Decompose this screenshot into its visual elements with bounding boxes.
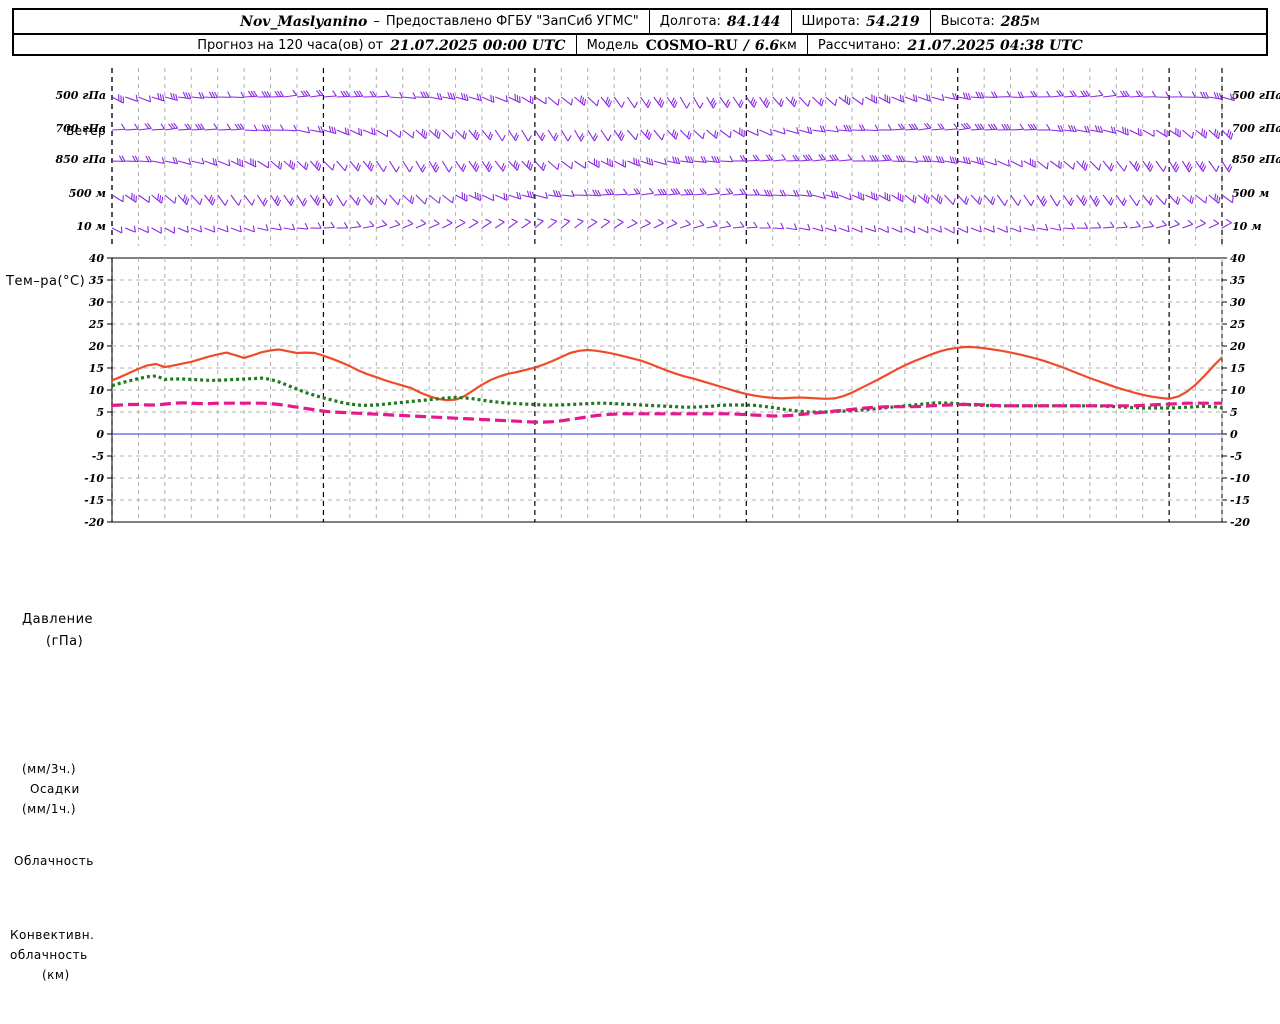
temp-ytick-left: 30 <box>89 296 105 309</box>
time-axis <box>0 500 1280 552</box>
longitude-segment: Долгота: 84.144 <box>650 10 791 33</box>
cloudiness-chart <box>0 832 1280 894</box>
temp-ytick-right: 5 <box>1230 406 1238 419</box>
convective-chart <box>0 900 1280 1024</box>
temp-ytick-right: -15 <box>1230 494 1250 507</box>
temp-ytick-left: 35 <box>89 274 104 287</box>
computed-segment: Рассчитано: 21.07.2025 04:38 UTC <box>808 35 1093 56</box>
temp-ytick-left: -15 <box>84 494 104 507</box>
precipitation-chart <box>0 752 1280 832</box>
convective-panel-title-1: Конвективн. <box>10 928 95 942</box>
longitude-label: Долгота: <box>659 14 721 29</box>
pressure-chart <box>0 552 1280 752</box>
temp-ytick-right: 40 <box>1230 252 1246 265</box>
pressure-panel-title-2: (гПа) <box>46 634 84 649</box>
precip-panel-title-3: (мм/1ч.) <box>22 802 77 816</box>
header-dash: – <box>373 14 380 29</box>
cloudiness-panel-title: Облачность <box>14 854 94 868</box>
temperature-chart: 40 40 35 35 30 30 25 25 20 20 15 15 10 10 5 5 0 0 -5 -5 -10 -… <box>84 252 1250 529</box>
forecast-time: 21.07.2025 00:00 UTC <box>390 37 566 54</box>
wind-level-label-right-3: 500 м <box>1232 187 1270 200</box>
station-name: Nov_Maslyanino <box>240 13 368 30</box>
computed-time: 21.07.2025 04:38 UTC <box>907 37 1083 54</box>
model-separator: / <box>743 37 749 54</box>
model-name: COSMO–RU <box>645 37 738 54</box>
forecast-label: Прогноз на 120 часа(ов) от <box>197 38 384 53</box>
pressure-panel-title-1: Давление <box>22 612 94 627</box>
temp-ytick-left: 15 <box>89 362 104 375</box>
convective-panel-title-3: (км) <box>42 968 70 982</box>
header-divider <box>790 10 792 33</box>
wind-level-label-right-4: 10 м <box>1232 220 1262 233</box>
wind-level-label-left-3: 500 м <box>68 187 106 200</box>
temp-ytick-right: 20 <box>1229 340 1246 353</box>
temp-ytick-left: 0 <box>96 428 104 441</box>
temp-series-T-850---- <box>111 401 1222 424</box>
temp-ytick-right: 10 <box>1230 384 1246 397</box>
wind-panel: Ветер 500 гПа 700 гПа 850 гПа 500 м 10 м 500… <box>0 60 1280 250</box>
header-divider <box>575 35 577 56</box>
wind-level-label-right-0: 500 гПа <box>1232 89 1280 102</box>
latitude-segment: Широта: 54.219 <box>792 10 930 33</box>
wind-level-label-left-4: 10 м <box>76 220 106 233</box>
latitude-label: Широта: <box>801 14 860 29</box>
wind-barb-chart <box>111 68 1236 246</box>
cloudiness-panel: Облачность <box>0 832 1280 894</box>
temperature-panel-title: Тем–ра(°C) <box>6 274 86 289</box>
computed-label: Рассчитано: <box>817 38 901 53</box>
wind-level-label-left-2: 850 гПа <box>55 153 107 166</box>
convective-panel: Конвективн. облачность (км) <box>0 900 1280 1024</box>
model-resolution-unit: км <box>779 38 797 53</box>
temp-series-T-2- <box>111 345 1223 402</box>
header-divider <box>929 10 931 33</box>
temp-ytick-left: 25 <box>88 318 104 331</box>
temp-ytick-right: -10 <box>1230 472 1250 485</box>
forecast-segment: Прогноз на 120 часа(ов) от 21.07.2025 00… <box>187 35 575 56</box>
temp-series-Td-2- <box>111 374 1223 414</box>
temp-ytick-left: 40 <box>89 252 105 265</box>
temp-ytick-left: 5 <box>96 406 104 419</box>
wind-level-label-left-1: 700 гПа <box>55 122 107 135</box>
longitude-value: 84.144 <box>726 13 781 30</box>
temp-ytick-left: -10 <box>84 472 104 485</box>
header-divider <box>806 35 808 56</box>
temp-ytick-left: 20 <box>88 340 105 353</box>
model-segment: Модель COSMO–RU / 6.6 км <box>577 35 807 56</box>
altitude-unit: м <box>1030 14 1040 29</box>
model-label: Модель <box>586 38 639 53</box>
altitude-value: 285 <box>1000 13 1031 30</box>
wind-level-label-right-2: 850 гПа <box>1232 153 1280 166</box>
temp-ytick-right: 35 <box>1230 274 1245 287</box>
temp-ytick-left: 10 <box>89 384 105 397</box>
wind-level-label-left-0: 500 гПа <box>55 89 107 102</box>
temp-ytick-right: 25 <box>1229 318 1245 331</box>
precip-panel-title-1: (мм/3ч.) <box>22 762 77 776</box>
precipitation-panel: (мм/3ч.) Осадки (мм/1ч.) <box>0 752 1280 832</box>
temp-ytick-left: -5 <box>92 450 104 463</box>
wind-level-label-right-1: 700 гПа <box>1232 122 1280 135</box>
station-segment: Nov_Maslyanino – Предоставлено ФГБУ "Зап… <box>230 10 649 33</box>
wind-panel-title: Ветер <box>66 124 107 138</box>
pressure-panel: Давление (гПа) <box>0 552 1280 752</box>
header-divider <box>648 10 650 33</box>
precip-panel-title-2: Осадки <box>30 782 80 796</box>
provider-label: Предоставлено ФГБУ "ЗапСиб УГМС" <box>385 14 639 29</box>
altitude-segment: Высота: 285 м <box>931 10 1050 33</box>
latitude-value: 54.219 <box>866 13 920 30</box>
temperature-panel: Тем–ра(°C) 40 40 35 35 30 30 25 25 20 20 15 15 10 10 5… <box>0 250 1280 550</box>
temp-ytick-left: -20 <box>84 516 104 529</box>
temp-ytick-right: 30 <box>1230 296 1246 309</box>
header-row-2: Прогноз на 120 часа(ов) от 21.07.2025 00… <box>14 33 1266 56</box>
temp-ytick-right: -20 <box>1230 516 1250 529</box>
temp-ytick-right: 0 <box>1230 428 1238 441</box>
header-box: Nov_Maslyanino – Предоставлено ФГБУ "Зап… <box>12 8 1268 56</box>
altitude-label: Высота: <box>940 14 995 29</box>
temp-ytick-right: 15 <box>1230 362 1245 375</box>
temp-ytick-right: -5 <box>1230 450 1242 463</box>
header-row-1: Nov_Maslyanino – Предоставлено ФГБУ "Зап… <box>14 10 1266 33</box>
convective-panel-title-2: облачность <box>10 948 88 962</box>
model-resolution: 6.6 <box>754 37 780 54</box>
